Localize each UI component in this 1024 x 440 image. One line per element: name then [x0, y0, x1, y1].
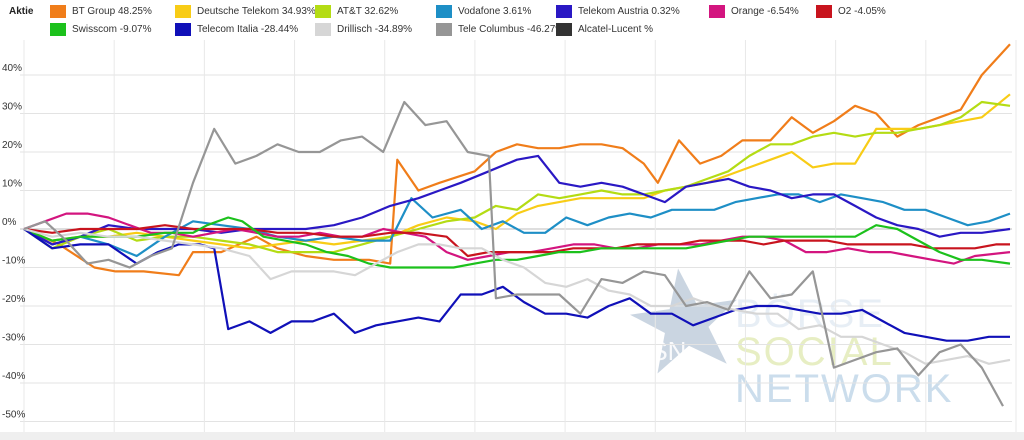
- legend-item-tele-columbus[interactable]: Tele Columbus -46.27%: [436, 21, 564, 37]
- legend-swatch: [315, 4, 331, 18]
- legend-item-telekom-austria[interactable]: Telekom Austria 0.32%: [556, 3, 680, 19]
- legend-swatch: [556, 22, 572, 36]
- y-tick-label: 0%: [2, 217, 17, 228]
- legend-swatch: [436, 22, 452, 36]
- chart-legend: Aktie BT Group 48.25% Deutsche Telekom 34…: [0, 0, 1024, 40]
- legend-item-telecom-italia[interactable]: Telecom Italia -28.44%: [175, 21, 298, 37]
- legend-label: Telecom Italia -28.44%: [197, 23, 299, 35]
- legend-swatch: [175, 4, 191, 18]
- legend-item-orange[interactable]: Orange -6.54%: [709, 3, 799, 19]
- series-line-at-t: [23, 100, 1011, 254]
- legend-label: Alcatel-Lucent %: [578, 23, 654, 35]
- legend-swatch: [709, 4, 725, 18]
- legend-swatch: [50, 4, 66, 18]
- legend-item-at-t[interactable]: AT&T 32.62%: [315, 3, 398, 19]
- series-line-deutsche-telekom: [23, 93, 1011, 250]
- legend-swatch: [816, 4, 832, 18]
- legend-swatch: [175, 22, 191, 36]
- legend-swatch: [315, 22, 331, 36]
- y-tick-label: 40%: [2, 63, 22, 74]
- y-tick-label: -40%: [2, 371, 25, 382]
- legend-swatch: [556, 4, 572, 18]
- legend-item-bt-group[interactable]: BT Group 48.25%: [50, 3, 152, 19]
- legend-label: Vodafone 3.61%: [458, 5, 532, 17]
- y-axis: 40% 30% 20% 10% 0% -10% -20% -30% -40% -50%: [2, 63, 25, 421]
- y-tick-label: 20%: [2, 140, 22, 151]
- series-line-tele-columbus: [23, 100, 1004, 407]
- chart-series: [23, 43, 1011, 407]
- legend-label: Tele Columbus -46.27%: [458, 23, 565, 35]
- series-line-swisscom: [23, 216, 1011, 269]
- series-line-bt-group: [23, 43, 1011, 277]
- legend-swatch: [50, 22, 66, 36]
- series-line-telekom-austria: [23, 154, 1011, 246]
- y-tick-label: -10%: [2, 256, 25, 267]
- legend-label: Telekom Austria 0.32%: [578, 5, 680, 17]
- legend-swatch: [436, 4, 452, 18]
- legend-label: Swisscom -9.07%: [72, 23, 152, 35]
- legend-item-deutsche-telekom[interactable]: Deutsche Telekom 34.93%: [175, 3, 316, 19]
- x-axis-band: [0, 432, 1024, 440]
- y-tick-label: -20%: [2, 294, 25, 305]
- series-line-o2: [23, 224, 1010, 258]
- legend-item-vodafone[interactable]: Vodafone 3.61%: [436, 3, 531, 19]
- legend-label: Orange -6.54%: [731, 5, 799, 17]
- legend-label: Drillisch -34.89%: [337, 23, 413, 35]
- legend-label: Deutsche Telekom 34.93%: [197, 5, 316, 17]
- series-line-drillisch: [23, 227, 1011, 365]
- y-tick-label: 30%: [2, 102, 22, 113]
- legend-item-o2[interactable]: O2 -4.05%: [816, 3, 886, 19]
- legend-title: Aktie: [9, 6, 34, 17]
- legend-item-swisscom[interactable]: Swisscom -9.07%: [50, 21, 151, 37]
- legend-label: O2 -4.05%: [838, 5, 886, 17]
- series-line-vodafone: [23, 193, 1011, 258]
- legend-item-alcatel-lucent[interactable]: Alcatel-Lucent %: [556, 21, 653, 37]
- y-tick-label: -30%: [2, 333, 25, 344]
- y-tick-label: -50%: [2, 410, 25, 421]
- legend-label: AT&T 32.62%: [337, 5, 399, 17]
- y-tick-label: 10%: [2, 179, 22, 190]
- legend-label: BT Group 48.25%: [72, 5, 152, 17]
- legend-item-drillisch[interactable]: Drillisch -34.89%: [315, 21, 412, 37]
